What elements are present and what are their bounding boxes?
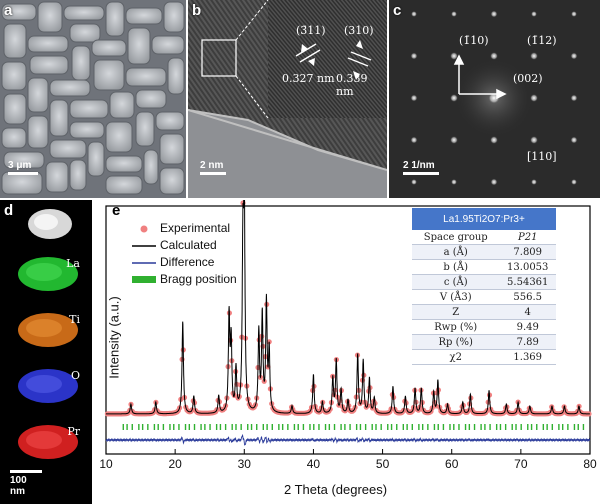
table-row: Rp (%) 7.89 [412,334,556,350]
table-row: Space group P21 [412,230,556,245]
x-tick-label: 20 [168,457,182,471]
legend-label-calculated: Calculated [160,238,217,252]
xrd-refinement-panel: 10 20 30 40 50 60 70 80 e Experimental Calculat… [94,200,600,504]
table-row: χ2 1.369 [412,349,556,365]
spot-label-002: (002) [513,72,543,85]
table-row: Rwp (%) 9.49 [412,319,556,335]
legend-item-bragg: Bragg position [132,271,237,288]
y-axis-label: Intensity (a.u.) [106,296,122,379]
scale-bar-b: 2 nm [200,160,226,175]
scale-bar-a: 3 μm [8,160,38,175]
spot-label-110: (1̄10) [459,34,489,47]
table-row: V (Å3) 556.5 [412,289,556,305]
diffraction-spots-image [389,0,600,198]
eds-map-pr: Pr [6,422,86,462]
param-value: 4 [499,304,556,320]
legend-item-calculated: Calculated [132,237,237,254]
sem-grains-image [0,0,186,198]
param-value: 7.89 [499,334,556,350]
param-value: 13.0053 [499,259,556,275]
series-bragg [122,424,585,430]
param-name: χ2 [412,349,500,365]
refinement-parameters-table: La1.95Ti2O7:Pr3+ Space group P21 a (Å) 7.8… [412,208,556,365]
param-name: b (Å) [412,259,500,275]
eds-label-la: La [66,257,80,270]
spot-label-112: (1̄12) [527,34,557,47]
legend-item-experimental: Experimental [132,220,237,237]
eds-map-la: La [6,254,86,294]
haadf-image [6,204,86,244]
chart-legend: Experimental Calculated Difference Bragg… [132,220,237,288]
series-calculated [106,200,590,415]
hrtem-lattice-image [188,0,387,198]
param-name: Rp (%) [412,334,500,350]
scale-bar-label-b: 2 nm [200,160,224,171]
x-tick-label: 10 [99,457,113,471]
table-row: a (Å) 7.809 [412,244,556,260]
scale-bar-c: 2 1/nm [403,160,439,175]
x-axis-label: 2 Theta (degrees) [284,482,388,497]
x-tick-label: 40 [307,457,321,471]
x-tick-label: 60 [445,457,459,471]
param-name: a (Å) [412,244,500,260]
param-value: 5.54361 [499,274,556,290]
d-spacing-0327: 0.327 nm [282,72,335,85]
eds-mapping-panel: d La Ti O Pr 100 nm [0,200,92,504]
x-tick-label: 50 [376,457,390,471]
series-difference [105,433,591,446]
lattice-plane-311: (3̄11) [296,24,326,37]
x-tick-label: 70 [514,457,528,471]
table-row: b (Å) 13.0053 [412,259,556,275]
x-tick-label: 80 [583,457,597,471]
param-name: Rwp (%) [412,319,500,335]
panel-label-d: d [4,202,14,219]
legend-label-bragg: Bragg position [160,272,237,286]
param-value: 9.49 [499,319,556,335]
eds-map-o: O [6,366,86,406]
scale-bar-label-d: 100 nm [10,475,27,497]
x-tick-label: 30 [238,457,252,471]
legend-label-difference: Difference [160,255,215,269]
param-value: P21 [499,230,556,245]
table-title: La1.95Ti2O7:Pr3+ [412,208,556,230]
plot-frame [105,205,591,455]
legend-item-difference: Difference [132,254,237,271]
d-spacing-0339: 0.339 nm [336,72,368,98]
scale-bar-label-a: 3 μm [8,160,32,171]
panel-label-c: c [393,2,402,19]
panel-label-e: e [112,202,121,219]
param-name: V (Å3) [412,289,500,305]
legend-label-experimental: Experimental [160,221,231,235]
param-name: Z [412,304,500,320]
hrtem-image-panel: b (3̄11) (310) 0.327 nm 0.339 nm 2 nm [188,0,387,198]
zone-axis-label: [110] [527,150,557,163]
eds-map-ti: Ti [6,310,86,350]
param-name: c (Å) [412,274,500,290]
scale-bar-d: 100 nm [10,470,42,497]
scale-bar-label-c: 2 1/nm [403,160,435,171]
panel-label-b: b [192,2,202,19]
sem-image-panel: a 3 μm [0,0,186,198]
lattice-plane-310: (310) [344,24,374,37]
param-value: 7.809 [499,244,556,260]
eds-label-o: O [70,369,80,382]
param-value: 1.369 [499,349,556,365]
eds-label-ti: Ti [69,313,80,326]
saed-pattern-panel: c (1̄10) (1̄12) (002) [110] 2 1/nm [389,0,600,198]
xrd-chart: 10 20 30 40 50 60 70 80 [99,200,597,471]
table-row: c (Å) 5.54361 [412,274,556,290]
panel-label-a: a [4,2,13,19]
param-value: 556.5 [499,289,556,305]
eds-label-pr: Pr [67,425,80,438]
param-name: Space group [412,230,500,245]
